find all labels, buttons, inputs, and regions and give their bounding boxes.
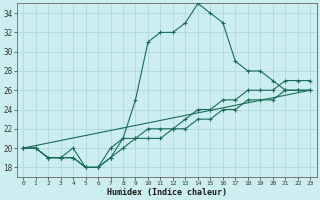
X-axis label: Humidex (Indice chaleur): Humidex (Indice chaleur) xyxy=(107,188,227,197)
